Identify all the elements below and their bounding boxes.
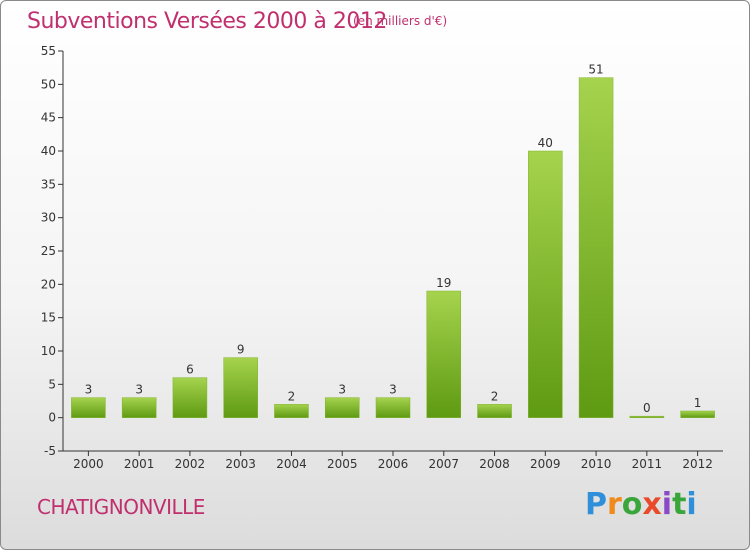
x-tick-label-2000: 2000 [73, 457, 104, 471]
x-tick-label-2004: 2004 [276, 457, 307, 471]
bar-2010 [578, 77, 614, 418]
bar-2003 [223, 357, 258, 418]
x-tick-label-2002: 2002 [175, 457, 206, 471]
commune-name: CHATIGNONVILLE [37, 495, 205, 519]
value-label-2002: 6 [186, 363, 194, 377]
y-tick-label: 40 [41, 144, 56, 158]
value-label-2011: 0 [643, 401, 651, 415]
y-tick-label: 20 [41, 277, 56, 291]
bar-2000 [71, 397, 106, 418]
x-tick-label-2009: 2009 [530, 457, 561, 471]
y-tick-label: 30 [41, 211, 56, 225]
chart-subtitle: (en milliers d'€) [353, 14, 448, 28]
bar-2002 [172, 377, 208, 418]
y-tick-label: 35 [41, 177, 56, 191]
value-label-2008: 2 [491, 389, 499, 403]
y-tick-label: 45 [41, 111, 56, 125]
value-label-2000: 3 [85, 383, 93, 397]
bar-2001 [121, 397, 157, 418]
y-tick-label: 50 [41, 77, 56, 91]
x-tick-label-2001: 2001 [124, 457, 155, 471]
bar-2011 [629, 415, 665, 418]
bar-2006 [375, 397, 411, 418]
y-tick-label: 25 [41, 244, 56, 258]
x-tick-label-2003: 2003 [225, 457, 256, 471]
x-tick-label-2010: 2010 [581, 457, 612, 471]
x-tick-label-2011: 2011 [632, 457, 663, 471]
bar-2007 [426, 290, 462, 418]
y-tick-label: 15 [41, 311, 56, 325]
value-label-2012: 1 [694, 396, 702, 410]
bar-2009 [528, 150, 563, 418]
value-label-2001: 3 [135, 383, 143, 397]
value-label-2006: 3 [389, 383, 397, 397]
y-tick-label: 10 [41, 344, 56, 358]
value-label-2010: 51 [588, 63, 603, 77]
value-label-2003: 9 [237, 343, 245, 357]
value-label-2005: 3 [338, 383, 346, 397]
y-tick-label: -5 [44, 444, 56, 458]
x-tick-label-2008: 2008 [479, 457, 510, 471]
chart-title: Subventions Versées 2000 à 2012 [27, 9, 387, 34]
y-tick-label: 0 [48, 411, 56, 425]
x-tick-label-2012: 2012 [682, 457, 713, 471]
x-tick-label-2006: 2006 [378, 457, 409, 471]
value-label-2004: 2 [288, 389, 296, 403]
proxiti-logo: Proxiti [585, 487, 697, 522]
value-label-2009: 40 [538, 136, 553, 150]
bar-2008 [477, 404, 512, 418]
bar-2005 [324, 397, 360, 418]
x-tick-label-2005: 2005 [327, 457, 358, 471]
bar-2004 [274, 404, 309, 418]
value-label-2007: 19 [436, 276, 451, 290]
y-tick-label: 55 [41, 44, 56, 58]
bar-2012 [680, 410, 715, 418]
y-tick-label: 5 [48, 377, 56, 391]
x-tick-label-2007: 2007 [428, 457, 459, 471]
